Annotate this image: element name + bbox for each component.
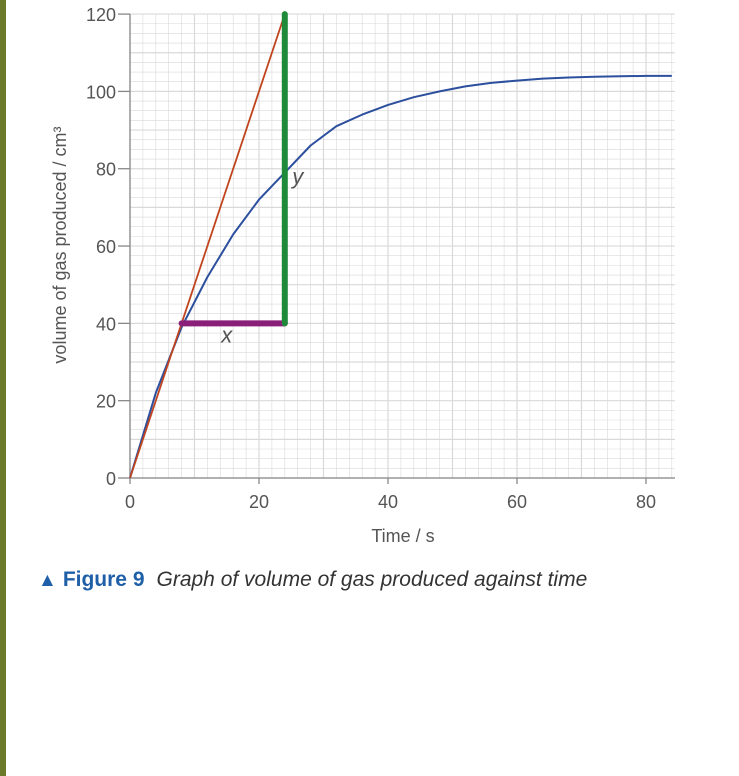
figure-description: Graph of volume of gas produced against …	[156, 568, 588, 591]
y-tick-label: 120	[86, 5, 116, 25]
y-tick-label: 0	[106, 469, 116, 489]
triangle-up-icon: ▲	[38, 570, 57, 591]
figure-number: Figure 9	[62, 568, 145, 591]
x-tick-label: 80	[636, 492, 656, 512]
initial-rate-tangent-line	[129, 13, 286, 479]
x-tick-label: 60	[507, 492, 527, 512]
gas-volume-curve	[129, 74, 672, 479]
chart-ticks: 0 20 40 60 80 0 20 40 60 80 100 120	[86, 5, 656, 512]
y-tick-label: 20	[96, 392, 116, 412]
chart-grid	[129, 13, 675, 479]
y-tick-label: 100	[86, 82, 116, 102]
y-tick-label: 80	[96, 160, 116, 180]
annotation-x-label: x	[220, 323, 233, 348]
x-tick-label: 0	[125, 492, 135, 512]
x-tick-label: 40	[378, 492, 398, 512]
left-accent-bar	[0, 0, 6, 776]
y-tick-label: 60	[96, 237, 116, 257]
x-axis-label: Time / s	[371, 526, 434, 546]
y-tick-label: 40	[96, 314, 116, 334]
figure-caption: ▲ Figure 9 Graph of volume of gas produced…	[38, 568, 587, 592]
chart-annotations: xy	[178, 11, 305, 348]
annotation-y-label: y	[290, 164, 305, 189]
y-axis-label: volume of gas produced / cm³	[50, 126, 70, 363]
chart-series	[129, 13, 672, 479]
x-tick-label: 20	[249, 492, 269, 512]
